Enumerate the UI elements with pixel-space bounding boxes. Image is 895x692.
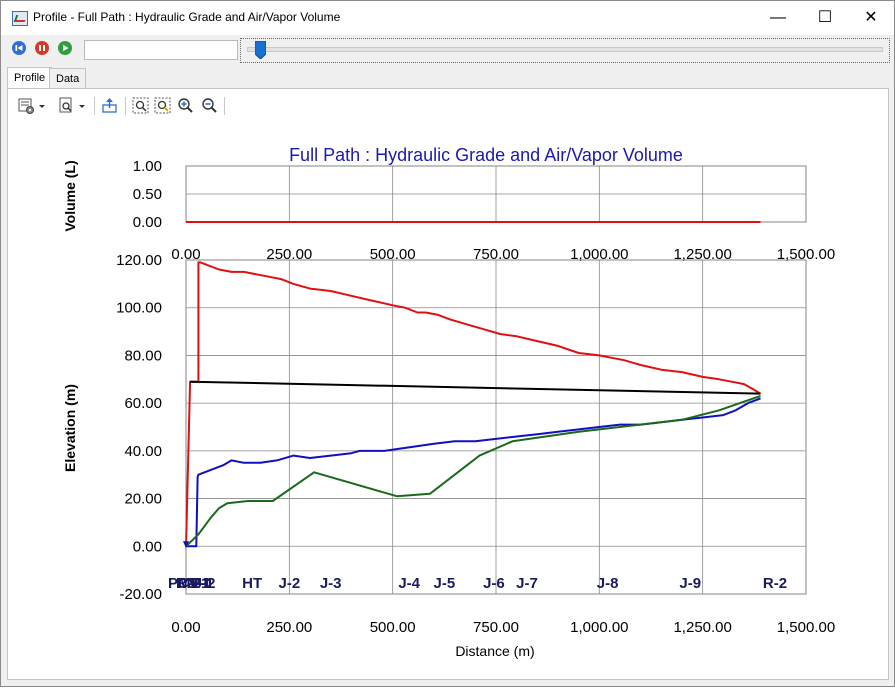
dropdown-arrow-icon: [39, 105, 45, 108]
play-button[interactable]: [58, 41, 72, 55]
window-title: Profile - Full Path : Hydraulic Grade an…: [33, 10, 341, 24]
chart-options-dropdown[interactable]: [37, 96, 47, 116]
chart-options-icon: [18, 98, 34, 114]
zoom-in-button[interactable]: [176, 96, 196, 116]
toolbar-separator: [94, 97, 95, 115]
toolbar-separator: [224, 97, 225, 115]
chart-toolbar: [7, 93, 887, 121]
zoom-out-icon: [202, 98, 217, 113]
playback-toolbar: [1, 35, 894, 63]
export-button[interactable]: [100, 96, 120, 116]
chart-options-button[interactable]: [17, 96, 37, 116]
zoom-window-button[interactable]: [153, 96, 173, 116]
minimize-button[interactable]: —: [770, 9, 786, 26]
dropdown-arrow-icon: [79, 105, 85, 108]
profile-app-icon: [12, 11, 28, 26]
slider-track: [247, 47, 883, 52]
print-preview-button[interactable]: [57, 96, 77, 116]
zoom-in-icon: [178, 98, 193, 113]
zoom-extents-icon: [132, 97, 149, 114]
print-preview-dropdown[interactable]: [77, 96, 87, 116]
pause-icon: [35, 41, 49, 55]
zoom-extents-button[interactable]: [131, 96, 151, 116]
export-icon: [102, 98, 117, 113]
zoom-out-button[interactable]: [200, 96, 220, 116]
rewind-icon: [12, 41, 26, 55]
print-preview-icon: [59, 97, 72, 113]
maximize-button[interactable]: ☐: [817, 9, 833, 26]
zoom-window-icon: [154, 97, 171, 114]
pause-button[interactable]: [35, 41, 49, 55]
close-button[interactable]: ✕: [864, 9, 878, 26]
title-bar: Profile - Full Path : Hydraulic Grade an…: [1, 1, 894, 35]
tab-data[interactable]: Data: [49, 68, 87, 89]
slider-thumb[interactable]: [255, 41, 267, 59]
time-slider[interactable]: [240, 38, 890, 63]
rewind-button[interactable]: [12, 41, 26, 55]
time-input[interactable]: [84, 40, 238, 60]
tab-profile[interactable]: Profile: [7, 67, 53, 90]
toolbar-separator: [125, 97, 126, 115]
profile-panel: [7, 88, 889, 680]
play-icon: [58, 41, 72, 55]
